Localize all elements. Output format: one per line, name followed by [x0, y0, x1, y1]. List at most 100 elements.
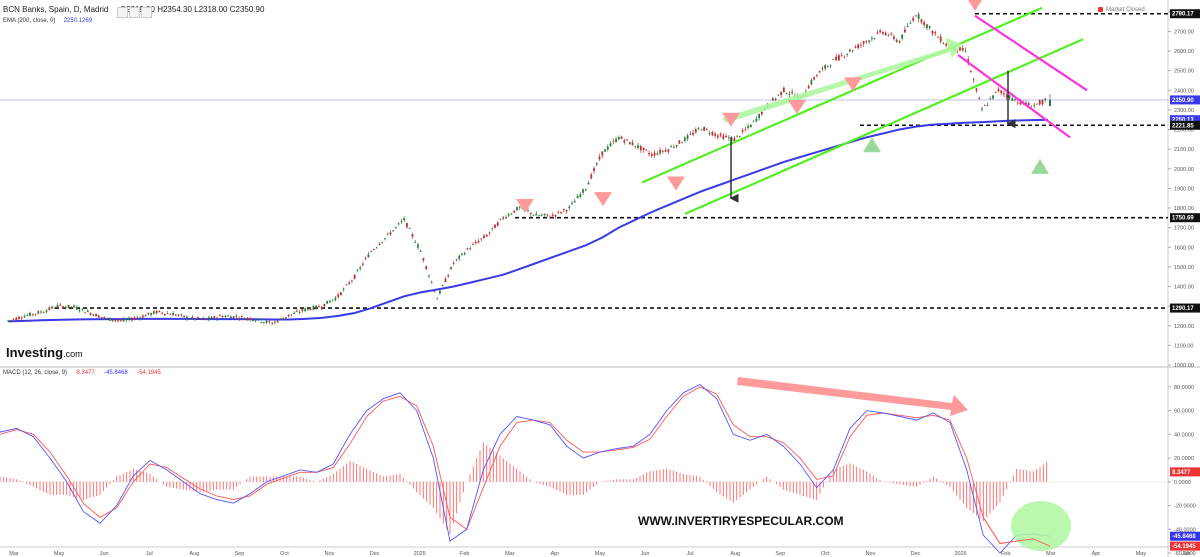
candles-group — [7, 11, 1051, 325]
candle-body — [681, 142, 683, 144]
candle-body — [139, 317, 141, 319]
candle-body — [477, 241, 480, 243]
close-icon[interactable] — [141, 7, 152, 18]
candle-body — [257, 318, 260, 321]
candle-body — [934, 32, 937, 34]
candle-body — [114, 320, 117, 321]
candle-body — [89, 313, 92, 315]
candle-body — [609, 143, 612, 146]
candle-body — [9, 320, 12, 321]
candle-body — [939, 36, 942, 42]
candle-body — [483, 235, 485, 238]
oversold-circle — [1011, 501, 1071, 551]
candle-body — [516, 207, 518, 211]
candle-body — [904, 29, 906, 33]
x-tick-label: Nov — [325, 551, 335, 557]
y-tick-label: 1000.00 — [1174, 363, 1194, 369]
candle-body — [301, 309, 304, 311]
candle-body — [147, 312, 150, 315]
candle-body — [125, 319, 128, 321]
candle-body — [273, 321, 276, 323]
candle-body — [920, 19, 923, 23]
candle-body — [587, 182, 590, 185]
market-status-label: Market Closed — [1106, 7, 1145, 14]
x-tick-label: Jun — [100, 551, 109, 557]
down-channel-lower-line — [957, 54, 1071, 139]
y-tick-label: 2300.00 — [1174, 108, 1194, 114]
candle-body — [356, 270, 359, 272]
candle-body — [849, 49, 851, 52]
y-tick-label: 2000.00 — [1174, 167, 1194, 173]
candle-body — [7, 320, 9, 322]
candle-body — [986, 105, 989, 106]
x-tick-label: Dec — [370, 551, 380, 557]
x-tick-label: Oct — [821, 551, 830, 557]
candle-body — [389, 232, 392, 235]
ema-line — [7, 118, 1049, 323]
candle-body — [290, 314, 293, 316]
candle-body — [697, 128, 700, 130]
macd-tag — [1170, 531, 1200, 541]
eye-icon[interactable] — [129, 7, 140, 18]
candle-body — [246, 317, 249, 319]
watermark: WWW.INVERTIRYESPECULAR.COM — [638, 514, 844, 528]
candle-body — [227, 315, 230, 317]
candle-body — [606, 146, 609, 150]
x-tick-label: Apr — [551, 551, 560, 557]
buy-triangle-icon — [1031, 158, 1049, 174]
candle-body — [711, 131, 714, 136]
candle-body — [29, 312, 31, 316]
investing-logo: Investing.com — [6, 344, 83, 362]
candle-body — [956, 50, 959, 52]
candle-body — [650, 154, 653, 156]
candle-body — [744, 129, 747, 131]
candle-body — [590, 174, 593, 179]
candle-body — [678, 140, 681, 144]
candle-body — [560, 212, 562, 214]
candle-body — [725, 135, 727, 138]
candle-body — [472, 244, 474, 245]
header-row: BCN Banks, Spain, D, Madrid O2319.90 H23… — [3, 5, 264, 14]
macd-y-tick-label: 0.0000 — [1174, 480, 1191, 486]
candle-body — [510, 213, 513, 215]
candle-body — [298, 312, 301, 313]
candle-body — [727, 137, 730, 139]
candle-body — [972, 79, 975, 81]
candle-body — [942, 43, 945, 45]
price-tag — [1170, 303, 1200, 313]
candle-body — [617, 136, 620, 140]
candle-body — [992, 95, 994, 99]
candle-body — [917, 14, 920, 19]
symbol-title: BCN Banks, Spain, D, Madrid — [3, 5, 109, 14]
candle-body — [645, 149, 648, 151]
candle-body — [738, 136, 741, 137]
candle-body — [1016, 102, 1019, 104]
candle-body — [403, 218, 406, 221]
candle-body — [815, 74, 818, 76]
macd-signal-line-tail — [982, 517, 1051, 547]
candle-body — [205, 319, 207, 320]
settings-icon[interactable] — [117, 7, 128, 18]
x-tick-label: May — [54, 551, 65, 557]
x-tick-label: Feb — [1001, 551, 1010, 557]
macd-line — [0, 383, 1051, 554]
candle-body — [37, 311, 40, 314]
candle-body — [667, 149, 670, 152]
candle-body — [538, 215, 540, 217]
candle-body — [293, 312, 296, 314]
y-tick-label: 1800.00 — [1174, 206, 1194, 212]
candle-body — [260, 322, 263, 323]
ema-value: 2250.1269 — [63, 18, 93, 24]
macd-tag-label: 8.3477 — [1172, 470, 1191, 476]
ema-label: EMA (200, close, 0) — [3, 18, 56, 24]
candle-body — [455, 259, 458, 260]
candle-body — [975, 88, 978, 91]
candle-body — [97, 315, 100, 318]
candle-body — [194, 318, 196, 320]
candle-body — [719, 133, 722, 136]
candle-body — [637, 145, 639, 148]
candle-body — [306, 308, 309, 310]
candle-body — [653, 152, 656, 156]
